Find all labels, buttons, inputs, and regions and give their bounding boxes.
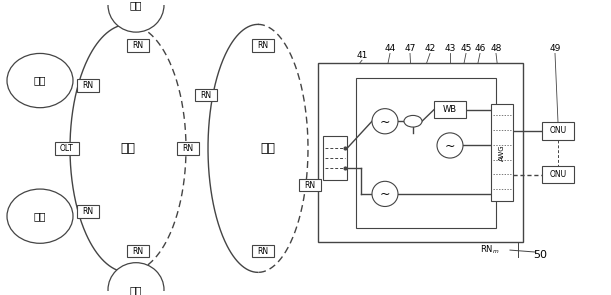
Bar	[77, 79, 99, 92]
Bar	[252, 40, 274, 52]
Bar	[542, 122, 574, 140]
Text: RN$_m$: RN$_m$	[480, 244, 500, 256]
Text: 50: 50	[533, 250, 547, 260]
Text: RN: RN	[304, 181, 315, 190]
Text: RN: RN	[82, 207, 93, 216]
Text: 子环: 子环	[34, 211, 46, 221]
Text: RN: RN	[200, 91, 211, 100]
Text: RN: RN	[82, 81, 93, 90]
Bar	[356, 78, 496, 228]
Bar	[127, 40, 149, 52]
Bar	[127, 245, 149, 257]
Bar	[77, 205, 99, 218]
Text: RN: RN	[133, 41, 144, 50]
Text: 49: 49	[549, 44, 561, 53]
Bar	[55, 142, 79, 155]
Circle shape	[437, 133, 463, 158]
Text: 46: 46	[474, 44, 486, 53]
Text: RN: RN	[257, 247, 269, 255]
Text: ~: ~	[380, 116, 390, 129]
Text: ~: ~	[380, 189, 390, 201]
Ellipse shape	[108, 0, 164, 32]
Ellipse shape	[7, 189, 73, 243]
Text: 子环: 子环	[130, 285, 142, 295]
Ellipse shape	[7, 53, 73, 108]
Text: 43: 43	[444, 44, 456, 53]
Bar	[318, 63, 523, 242]
Ellipse shape	[108, 263, 164, 295]
Text: AWG: AWG	[499, 144, 505, 160]
Bar	[195, 89, 217, 101]
Text: 子环: 子环	[260, 142, 276, 155]
Bar	[434, 101, 466, 118]
Text: 41: 41	[356, 51, 368, 60]
Text: 主环: 主环	[120, 142, 136, 155]
Text: 45: 45	[460, 44, 472, 53]
Text: WB: WB	[443, 105, 457, 114]
Ellipse shape	[404, 115, 422, 127]
Circle shape	[372, 181, 398, 206]
Bar	[299, 179, 321, 191]
Text: RN: RN	[133, 247, 144, 255]
Bar	[323, 136, 347, 180]
Bar	[491, 104, 513, 201]
Text: 48: 48	[490, 44, 502, 53]
Bar	[177, 142, 199, 155]
Text: RN: RN	[183, 144, 194, 153]
Text: 47: 47	[404, 44, 415, 53]
Text: RN: RN	[257, 41, 269, 50]
Text: 子环: 子环	[34, 76, 46, 86]
Text: 子环: 子环	[130, 0, 142, 10]
Text: OLT: OLT	[60, 144, 74, 153]
Text: 44: 44	[384, 44, 396, 53]
Bar	[252, 245, 274, 257]
Bar	[542, 166, 574, 183]
Circle shape	[372, 109, 398, 134]
Text: ONU: ONU	[549, 127, 566, 135]
Text: 42: 42	[425, 44, 436, 53]
Text: ONU: ONU	[549, 170, 566, 179]
Text: ~: ~	[445, 140, 455, 153]
